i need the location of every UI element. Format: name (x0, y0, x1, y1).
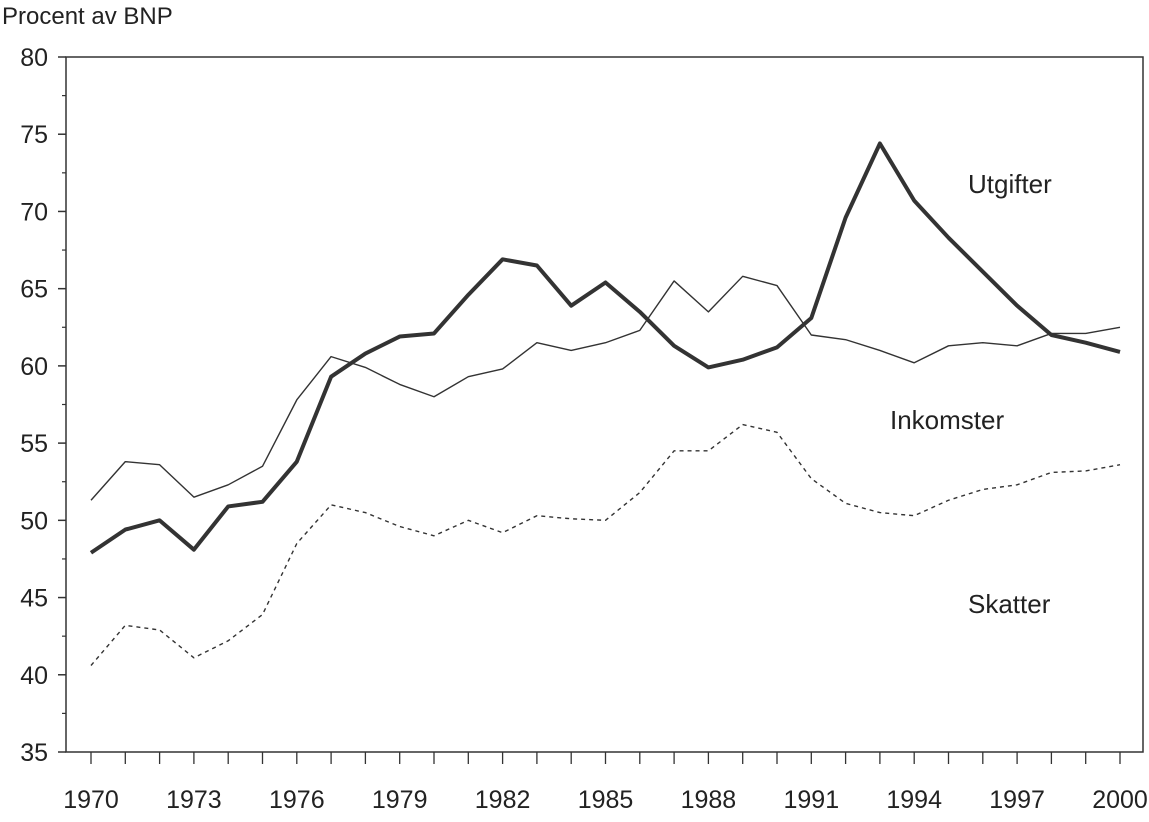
x-tick-label: 1976 (269, 786, 325, 814)
series-labels: Utgifter Inkomster Skatter (890, 169, 1052, 619)
x-tick-label: 2000 (1092, 786, 1148, 814)
x-tick-label: 1988 (681, 786, 737, 814)
x-tick-label: 1970 (63, 786, 119, 814)
x-tick-label: 1994 (886, 786, 942, 814)
y-tick-label: 80 (20, 44, 48, 72)
series-line-inkomster (91, 276, 1120, 500)
x-tick-label: 1997 (989, 786, 1045, 814)
x-tick-label: 1985 (578, 786, 634, 814)
y-axis-label: Procent av BNP (2, 3, 173, 30)
series-line-skatter (91, 425, 1120, 666)
x-axis: 1970 1973 1976 1979 1982 1985 1988 1991 1994 1997… (63, 752, 1148, 814)
series-label-skatter: Skatter (968, 589, 1051, 619)
y-tick-label: 55 (20, 430, 48, 458)
x-tick-label: 1979 (372, 786, 428, 814)
y-tick-label: 65 (20, 276, 48, 304)
x-tick-label: 1991 (783, 786, 839, 814)
y-tick-label: 60 (20, 353, 48, 381)
y-tick-label: 50 (20, 507, 48, 535)
y-axis: 35 40 45 50 55 60 65 70 75 80 (20, 44, 66, 767)
y-tick-label: 75 (20, 121, 48, 149)
series-label-utgifter: Utgifter (968, 169, 1052, 199)
series-label-inkomster: Inkomster (890, 405, 1004, 435)
x-tick-label: 1973 (166, 786, 222, 814)
y-tick-label: 45 (20, 585, 48, 613)
x-tick-label: 1982 (475, 786, 531, 814)
y-tick-label: 35 (20, 739, 48, 767)
series-line-utgifter (91, 143, 1120, 552)
y-tick-label: 70 (20, 198, 48, 226)
y-tick-label: 40 (20, 662, 48, 690)
